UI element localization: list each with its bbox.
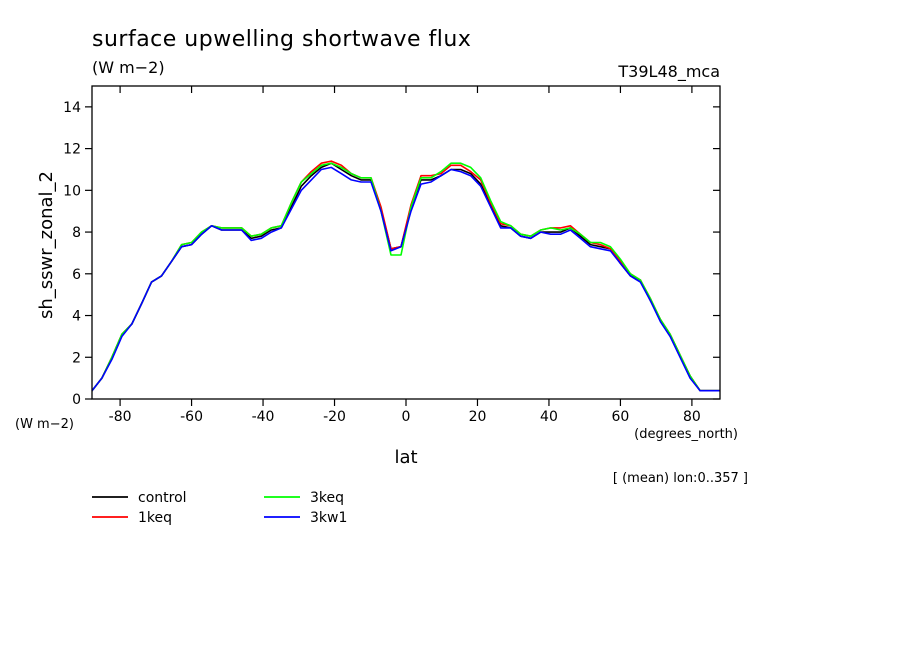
y-ticks: 0 2 4 6 8 10 12 14 xyxy=(63,100,720,408)
x-tick-label: -60 xyxy=(180,409,203,425)
x-tick-label: -40 xyxy=(252,409,275,425)
y-tick-label: 14 xyxy=(63,100,81,116)
x-tick-label: 20 xyxy=(469,409,487,425)
x-axis-unit: (degrees_north) xyxy=(634,427,738,442)
series-line-3keq xyxy=(91,162,720,392)
y-tick-label: 10 xyxy=(63,183,81,199)
chart-title: surface upwelling shortwave flux xyxy=(92,27,471,52)
y-tick-label: 8 xyxy=(72,225,81,241)
x-axis-label: lat xyxy=(394,447,417,468)
x-tick-label: 60 xyxy=(612,409,630,425)
x-tick-label: 0 xyxy=(402,409,411,425)
y-tick-label: 0 xyxy=(72,392,81,408)
y-tick-label: 6 xyxy=(72,267,81,283)
series-line-control xyxy=(91,162,720,392)
x-ticks: -80 -60 -40 -20 0 20 40 60 80 xyxy=(109,86,701,425)
plot-frame xyxy=(91,85,721,400)
x-tick-label: 80 xyxy=(683,409,701,425)
legend-label-1keq: 1keq xyxy=(138,510,172,526)
y-axis-label: sh_sswr_zonal_2 xyxy=(36,171,57,319)
legend-label-control: control xyxy=(138,490,187,506)
legend-label-3kw1: 3kw1 xyxy=(310,510,347,526)
series-line-3kw1 xyxy=(91,166,720,392)
y-tick-label: 12 xyxy=(63,142,81,158)
legend-label-3keq: 3keq xyxy=(310,490,344,506)
y-tick-label: 2 xyxy=(72,350,81,366)
x-tick-label: -20 xyxy=(323,409,346,425)
series-line-1keq xyxy=(91,160,720,392)
legend: control 1keq 3keq 3kw1 xyxy=(92,490,347,526)
plot-lines xyxy=(91,160,720,392)
footnote: [ (mean) lon:0..357 ] xyxy=(613,471,748,486)
y-tick-label: 4 xyxy=(72,309,81,325)
chart-subtitle: (W m−2) xyxy=(92,58,165,77)
y-axis-unit: (W m−2) xyxy=(15,417,74,432)
model-label: T39L48_mca xyxy=(617,62,720,82)
x-tick-label: 40 xyxy=(540,409,558,425)
x-tick-label: -80 xyxy=(109,409,132,425)
